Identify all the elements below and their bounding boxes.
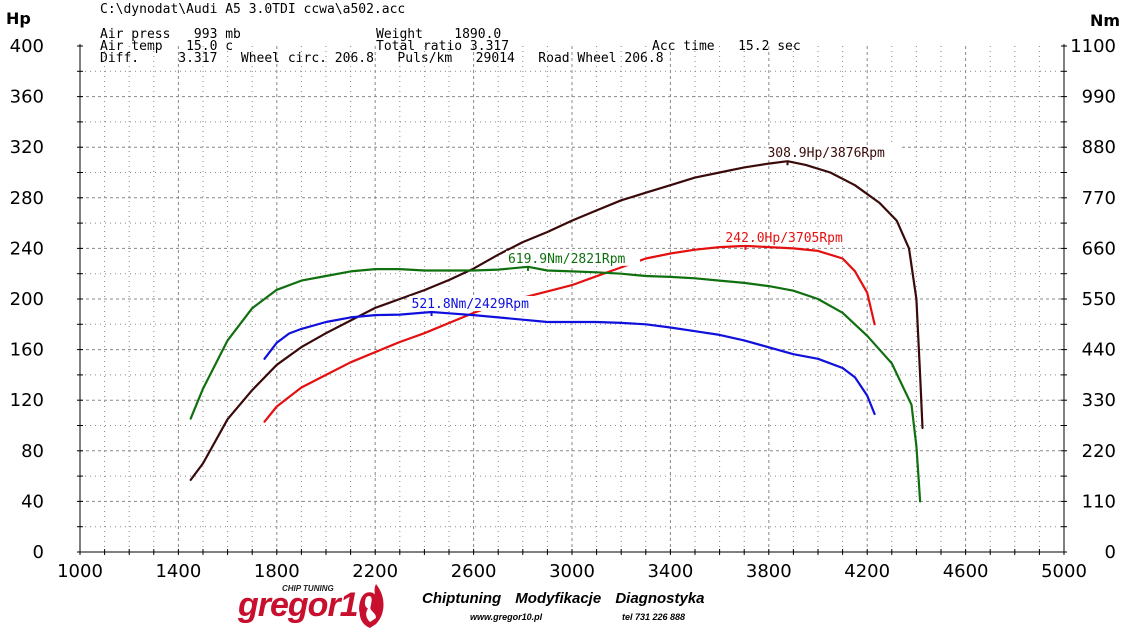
right-axis-title: Nm [1090,11,1120,30]
y-tick-label-left: 160 [10,340,44,361]
annotation-label: 619.9Nm/2821Rpm [508,252,626,267]
y-tick-label-left: 400 [10,36,44,57]
y-tick-label-right: 770 [1082,188,1116,209]
x-tick-label: 4600 [943,561,989,580]
y-tick-label-right: 1100 [1070,36,1116,57]
x-tick-label: 4200 [844,561,890,580]
series-line [189,160,924,481]
grid-lines [80,46,1064,552]
annotation-bg [723,229,858,245]
gregor10-logo: gregor10 [238,586,376,624]
y-tick-label-right: 880 [1082,137,1116,158]
x-tick-label: 1800 [254,561,300,580]
y-tick-label-left: 280 [10,188,44,209]
y-tick-label-left: 240 [10,238,44,259]
footer-url: www.gregor10.pl [470,612,543,622]
y-tick-label-right: 220 [1082,441,1116,462]
x-tick-label: 1000 [57,561,103,580]
x-tick-label: 3400 [647,561,693,580]
y-tick-label-left: 80 [21,441,44,462]
x-tick-label: 2200 [352,561,398,580]
y-tick-label-right: 330 [1082,390,1116,411]
series-lines [189,160,924,503]
y-tick-label-right: 440 [1082,340,1116,361]
series-line [263,244,876,423]
series-line [263,310,876,416]
y-tick-label-right: 0 [1105,542,1116,563]
header-diff-line: Diff. 3.317 Wheel circ. 206.8 Puls/km 29… [100,51,664,66]
header-weight: Weight 1890.0 [376,27,502,42]
footer-tagline: Chiptuning Modyfikacje Diagnostyka [422,590,705,607]
y-tick-label-left: 320 [10,137,44,158]
y-tick-label-right: 990 [1082,87,1116,108]
y-tick-label-left: 40 [21,491,44,512]
header-file: C:\dynodat\Audi A5 3.0TDI ccwa\a502.acc [100,2,406,17]
header-total-ratio: Total ratio 3.317 [376,39,510,54]
left-axis-title: Hp [6,9,31,28]
y-tick-label-left: 360 [10,87,44,108]
tick-labels: Hp Nm 0 40 80 120 160 200 240 280 320 360 400 0 110 220… [6,9,1120,580]
flame-swirl-icon [359,584,384,628]
x-tick-label: 1400 [155,561,201,580]
y-tick-label-left: 0 [33,542,44,563]
dyno-chart: Hp Nm 0 40 80 120 160 200 240 280 320 360 400 0 110 220… [6,9,1120,580]
header-air-press: Air press 993 mb [100,27,241,42]
axes [77,44,1067,555]
series-line [189,265,922,503]
annotation-bg [505,250,640,266]
y-tick-label-right: 550 [1082,289,1116,310]
footer-phone: tel 731 226 888 [622,612,686,622]
y-tick-label-right: 660 [1082,238,1116,259]
x-tick-label: 3800 [746,561,792,580]
annotation-label: 521.8Nm/2429Rpm [412,297,530,312]
x-tick-label: 3000 [549,561,595,580]
annotation-label: 242.0Hp/3705Rpm [725,231,843,246]
annotation-bg [409,295,544,311]
x-tick-label: 5000 [1041,561,1087,580]
y-tick-label-left: 200 [10,289,44,310]
header-acc-time: Acc time 15.2 sec [652,39,801,54]
logo-subtext: CHIP TUNING [282,584,334,593]
annotations: 308.9Hp/3876Rpm 242.0Hp/3705Rpm 619.9Nm/28… [409,145,900,316]
y-tick-label-left: 120 [10,390,44,411]
annotation-label: 308.9Hp/3876Rpm [767,146,885,161]
x-tick-label: 2600 [451,561,497,580]
y-tick-label-right: 110 [1082,491,1116,512]
annotation-bg [765,145,900,161]
header-air-temp: Air temp 15.0 c [100,39,234,54]
